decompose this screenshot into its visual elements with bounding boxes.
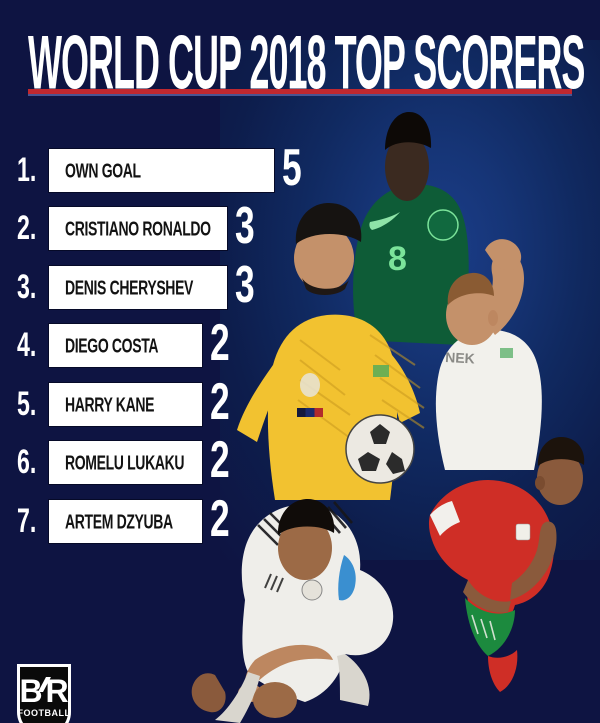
svg-text:FOOTBALL: FOOTBALL [18,708,71,718]
